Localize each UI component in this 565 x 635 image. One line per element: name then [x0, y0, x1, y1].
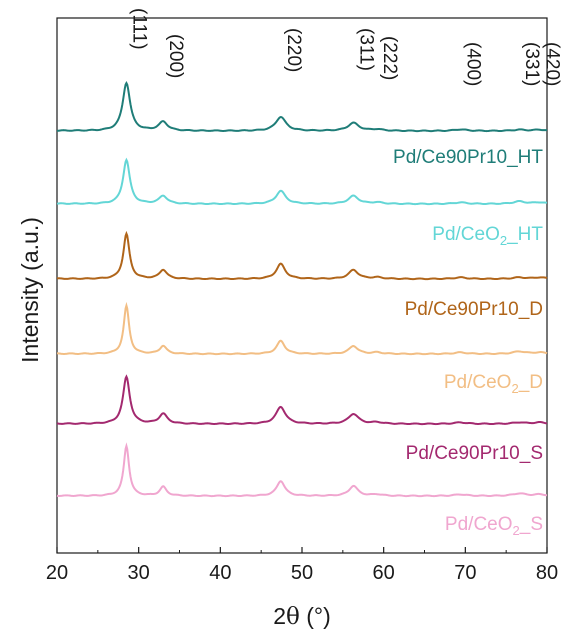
series-label: Pd/CeO2_D	[444, 372, 543, 396]
plane-label: (311)	[355, 28, 376, 71]
x-tick-label: 60	[373, 562, 395, 584]
plane-label: (200)	[165, 34, 186, 78]
series-label: Pd/CeO2_HT	[432, 224, 543, 248]
x-tick-label: 30	[128, 562, 150, 584]
series-label: Pd/Ce90Pr10_S	[406, 443, 543, 464]
x-axis-title: 2θ (°)	[273, 603, 331, 630]
series-curve	[56, 230, 548, 281]
plane-label: (400)	[462, 42, 483, 86]
series-label: Pd/Ce90Pr10_HT	[393, 147, 543, 168]
series-curve	[56, 80, 548, 133]
series-curve	[56, 301, 548, 356]
x-tick-label: 50	[291, 562, 313, 584]
series-curve	[56, 442, 548, 498]
plane-label: (331)	[521, 42, 542, 86]
y-axis-title: Intensity (a.u.)	[17, 217, 43, 363]
plane-label: (222)	[379, 36, 400, 80]
plane-label: (220)	[283, 28, 304, 72]
x-axis-tick-labels: 20 30 40 50 60 70 80	[46, 562, 558, 584]
x-tick-label: 40	[209, 562, 231, 584]
plane-label: (111)	[128, 8, 149, 50]
series-curve	[56, 374, 548, 426]
series-label: Pd/Ce90Pr10_D	[405, 299, 543, 320]
x-tick-label: 20	[46, 562, 68, 584]
series-labels: Pd/Ce90Pr10_HT Pd/CeO2_HT Pd/Ce90Pr10_D Pd/…	[393, 147, 543, 538]
x-axis-ticks	[56, 547, 548, 553]
x-tick-label: 70	[454, 562, 476, 584]
plane-label: (420)	[542, 42, 563, 86]
x-tick-label: 80	[536, 562, 558, 584]
series-label: Pd/CeO2_S	[445, 514, 543, 538]
diffraction-curves	[56, 80, 548, 498]
series-curve	[56, 157, 548, 206]
plane-labels: (111) (200) (220) (311) (222) (400) (331) (420)	[128, 8, 562, 86]
